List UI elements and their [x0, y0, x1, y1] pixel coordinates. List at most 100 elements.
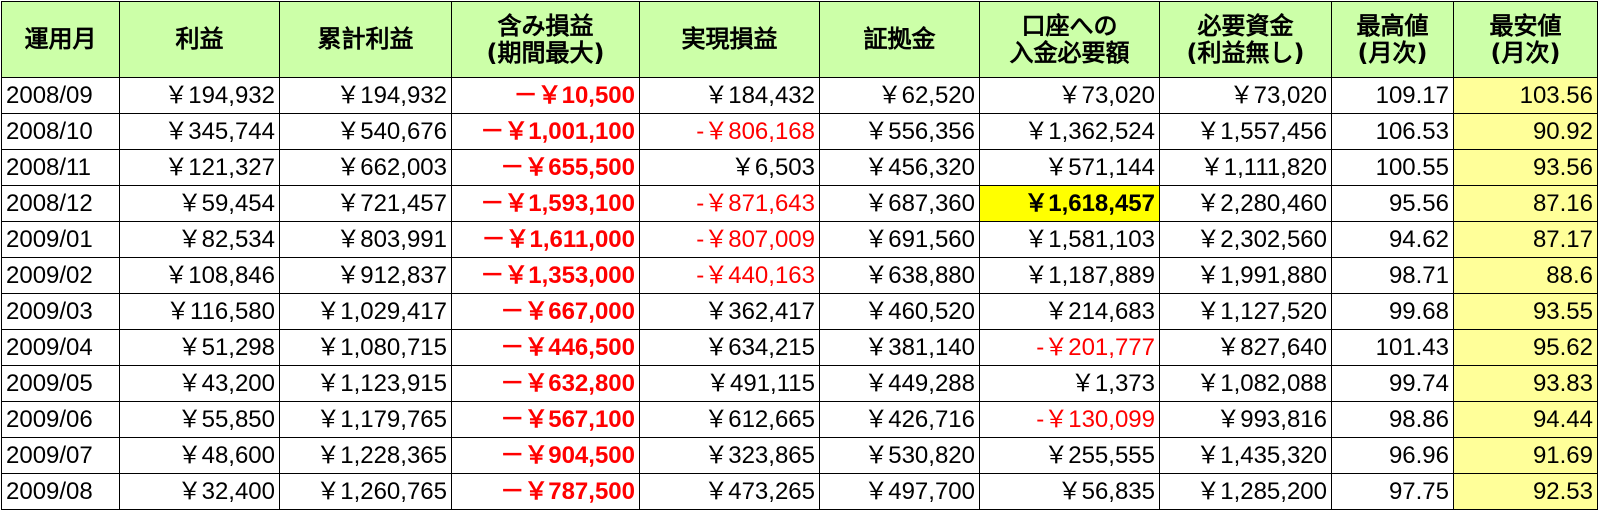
table-row: 2009/03 ￥116,580 ￥1,029,417 －￥667,000 ￥362,4… [1, 293, 1598, 330]
cell-unrealized-pl: －￥10,500 [451, 77, 640, 114]
cell-unrealized-pl: －￥655,500 [451, 149, 640, 186]
cell-monthly-high: 106.53 [1331, 113, 1454, 150]
header-month: 運用月 [1, 1, 120, 78]
cell-required-deposit: ￥56,835 [979, 473, 1160, 510]
cell-month: 2009/06 [1, 401, 120, 438]
cell-required-deposit: ￥73,020 [979, 77, 1160, 114]
cell-monthly-low: 103.56 [1453, 77, 1598, 114]
cell-margin: ￥426,716 [819, 401, 980, 438]
cell-cumulative-profit: ￥540,676 [279, 113, 452, 150]
cell-realized-pl: ￥491,115 [639, 365, 820, 402]
cell-required-deposit: ￥1,187,889 [979, 257, 1160, 294]
cell-realized-pl: -￥806,168 [639, 113, 820, 150]
cell-required-deposit: -￥130,099 [979, 401, 1160, 438]
cell-month: 2009/01 [1, 221, 120, 258]
table-body: 2008/09 ￥194,932 ￥194,932 －￥10,500 ￥184,432 ￥… [1, 77, 1598, 510]
cell-required-funds: ￥1,285,200 [1159, 473, 1332, 510]
table-row: 2008/09 ￥194,932 ￥194,932 －￥10,500 ￥184,432 ￥… [1, 77, 1598, 114]
cell-cumulative-profit: ￥1,228,365 [279, 437, 452, 474]
header-required-funds: 必要資金 (利益無し) [1159, 1, 1332, 78]
cell-cumulative-profit: ￥1,029,417 [279, 293, 452, 330]
cell-month: 2009/05 [1, 365, 120, 402]
cell-monthly-low: 91.69 [1453, 437, 1598, 474]
cell-required-deposit: ￥255,555 [979, 437, 1160, 474]
cell-monthly-high: 95.56 [1331, 185, 1454, 222]
cell-profit: ￥82,534 [119, 221, 280, 258]
header-realized-pl: 実現損益 [639, 1, 820, 78]
cell-month: 2008/10 [1, 113, 120, 150]
header-monthly-low: 最安値 (月次) [1453, 1, 1598, 78]
cell-unrealized-pl: －￥1,001,100 [451, 113, 640, 150]
cell-monthly-low: 87.16 [1453, 185, 1598, 222]
cell-profit: ￥32,400 [119, 473, 280, 510]
table-row: 2009/01 ￥82,534 ￥803,991 －￥1,611,000 -￥807,0… [1, 221, 1598, 258]
cell-required-funds: ￥2,280,460 [1159, 185, 1332, 222]
cell-realized-pl: ￥612,665 [639, 401, 820, 438]
table-row: 2009/07 ￥48,600 ￥1,228,365 －￥904,500 ￥323,86… [1, 437, 1598, 474]
cell-required-funds: ￥1,082,088 [1159, 365, 1332, 402]
cell-month: 2009/03 [1, 293, 120, 330]
table-row: 2009/05 ￥43,200 ￥1,123,915 －￥632,800 ￥491,11… [1, 365, 1598, 402]
cell-required-deposit: ￥1,581,103 [979, 221, 1160, 258]
cell-required-deposit: ￥571,144 [979, 149, 1160, 186]
cell-profit: ￥51,298 [119, 329, 280, 366]
cell-realized-pl: ￥634,215 [639, 329, 820, 366]
cell-realized-pl: ￥473,265 [639, 473, 820, 510]
cell-profit: ￥55,850 [119, 401, 280, 438]
cell-monthly-low: 92.53 [1453, 473, 1598, 510]
cell-required-funds: ￥1,111,820 [1159, 149, 1332, 186]
cell-required-deposit: ￥1,618,457 [979, 185, 1160, 222]
cell-monthly-high: 94.62 [1331, 221, 1454, 258]
cell-cumulative-profit: ￥1,179,765 [279, 401, 452, 438]
cell-monthly-low: 93.83 [1453, 365, 1598, 402]
cell-realized-pl: ￥323,865 [639, 437, 820, 474]
cell-profit: ￥121,327 [119, 149, 280, 186]
header-cumulative-profit: 累計利益 [279, 1, 452, 78]
table-row: 2008/11 ￥121,327 ￥662,003 －￥655,500 ￥6,503 ￥4… [1, 149, 1598, 186]
cell-cumulative-profit: ￥912,837 [279, 257, 452, 294]
cell-profit: ￥108,846 [119, 257, 280, 294]
header-row: 運用月 利益 累計利益 含み損益 (期間最大) 実現損益 証拠金 口座への 入金必要… [1, 1, 1598, 78]
table-row: 2008/10 ￥345,744 ￥540,676 －￥1,001,100 -￥806,… [1, 113, 1598, 150]
cell-margin: ￥497,700 [819, 473, 980, 510]
cell-unrealized-pl: －￥904,500 [451, 437, 640, 474]
cell-monthly-high: 109.17 [1331, 77, 1454, 114]
cell-profit: ￥59,454 [119, 185, 280, 222]
cell-cumulative-profit: ￥1,123,915 [279, 365, 452, 402]
header-monthly-high: 最高値 (月次) [1331, 1, 1454, 78]
cell-realized-pl: -￥871,643 [639, 185, 820, 222]
table-row: 2009/08 ￥32,400 ￥1,260,765 －￥787,500 ￥473,26… [1, 473, 1598, 510]
cell-month: 2008/09 [1, 77, 120, 114]
cell-unrealized-pl: －￥787,500 [451, 473, 640, 510]
cell-month: 2009/02 [1, 257, 120, 294]
cell-monthly-low: 88.6 [1453, 257, 1598, 294]
cell-required-deposit: -￥201,777 [979, 329, 1160, 366]
fx-results-table: 運用月 利益 累計利益 含み損益 (期間最大) 実現損益 証拠金 口座への 入金必要… [1, 1, 1598, 510]
cell-unrealized-pl: －￥667,000 [451, 293, 640, 330]
table-row: 2009/04 ￥51,298 ￥1,080,715 －￥446,500 ￥634,21… [1, 329, 1598, 366]
header-profit: 利益 [119, 1, 280, 78]
header-unrealized-pl: 含み損益 (期間最大) [451, 1, 640, 78]
cell-monthly-high: 97.75 [1331, 473, 1454, 510]
cell-profit: ￥43,200 [119, 365, 280, 402]
cell-required-funds: ￥2,302,560 [1159, 221, 1332, 258]
cell-required-deposit: ￥214,683 [979, 293, 1160, 330]
cell-required-funds: ￥993,816 [1159, 401, 1332, 438]
cell-month: 2009/04 [1, 329, 120, 366]
cell-cumulative-profit: ￥662,003 [279, 149, 452, 186]
cell-unrealized-pl: －￥632,800 [451, 365, 640, 402]
cell-required-funds: ￥1,435,320 [1159, 437, 1332, 474]
cell-month: 2008/11 [1, 149, 120, 186]
cell-required-funds: ￥1,991,880 [1159, 257, 1332, 294]
cell-required-funds: ￥1,127,520 [1159, 293, 1332, 330]
cell-margin: ￥556,356 [819, 113, 980, 150]
cell-monthly-low: 90.92 [1453, 113, 1598, 150]
cell-unrealized-pl: －￥1,611,000 [451, 221, 640, 258]
cell-required-funds: ￥1,557,456 [1159, 113, 1332, 150]
cell-margin: ￥456,320 [819, 149, 980, 186]
cell-monthly-high: 98.71 [1331, 257, 1454, 294]
cell-unrealized-pl: －￥1,353,000 [451, 257, 640, 294]
cell-margin: ￥449,288 [819, 365, 980, 402]
cell-required-funds: ￥827,640 [1159, 329, 1332, 366]
cell-realized-pl: ￥184,432 [639, 77, 820, 114]
